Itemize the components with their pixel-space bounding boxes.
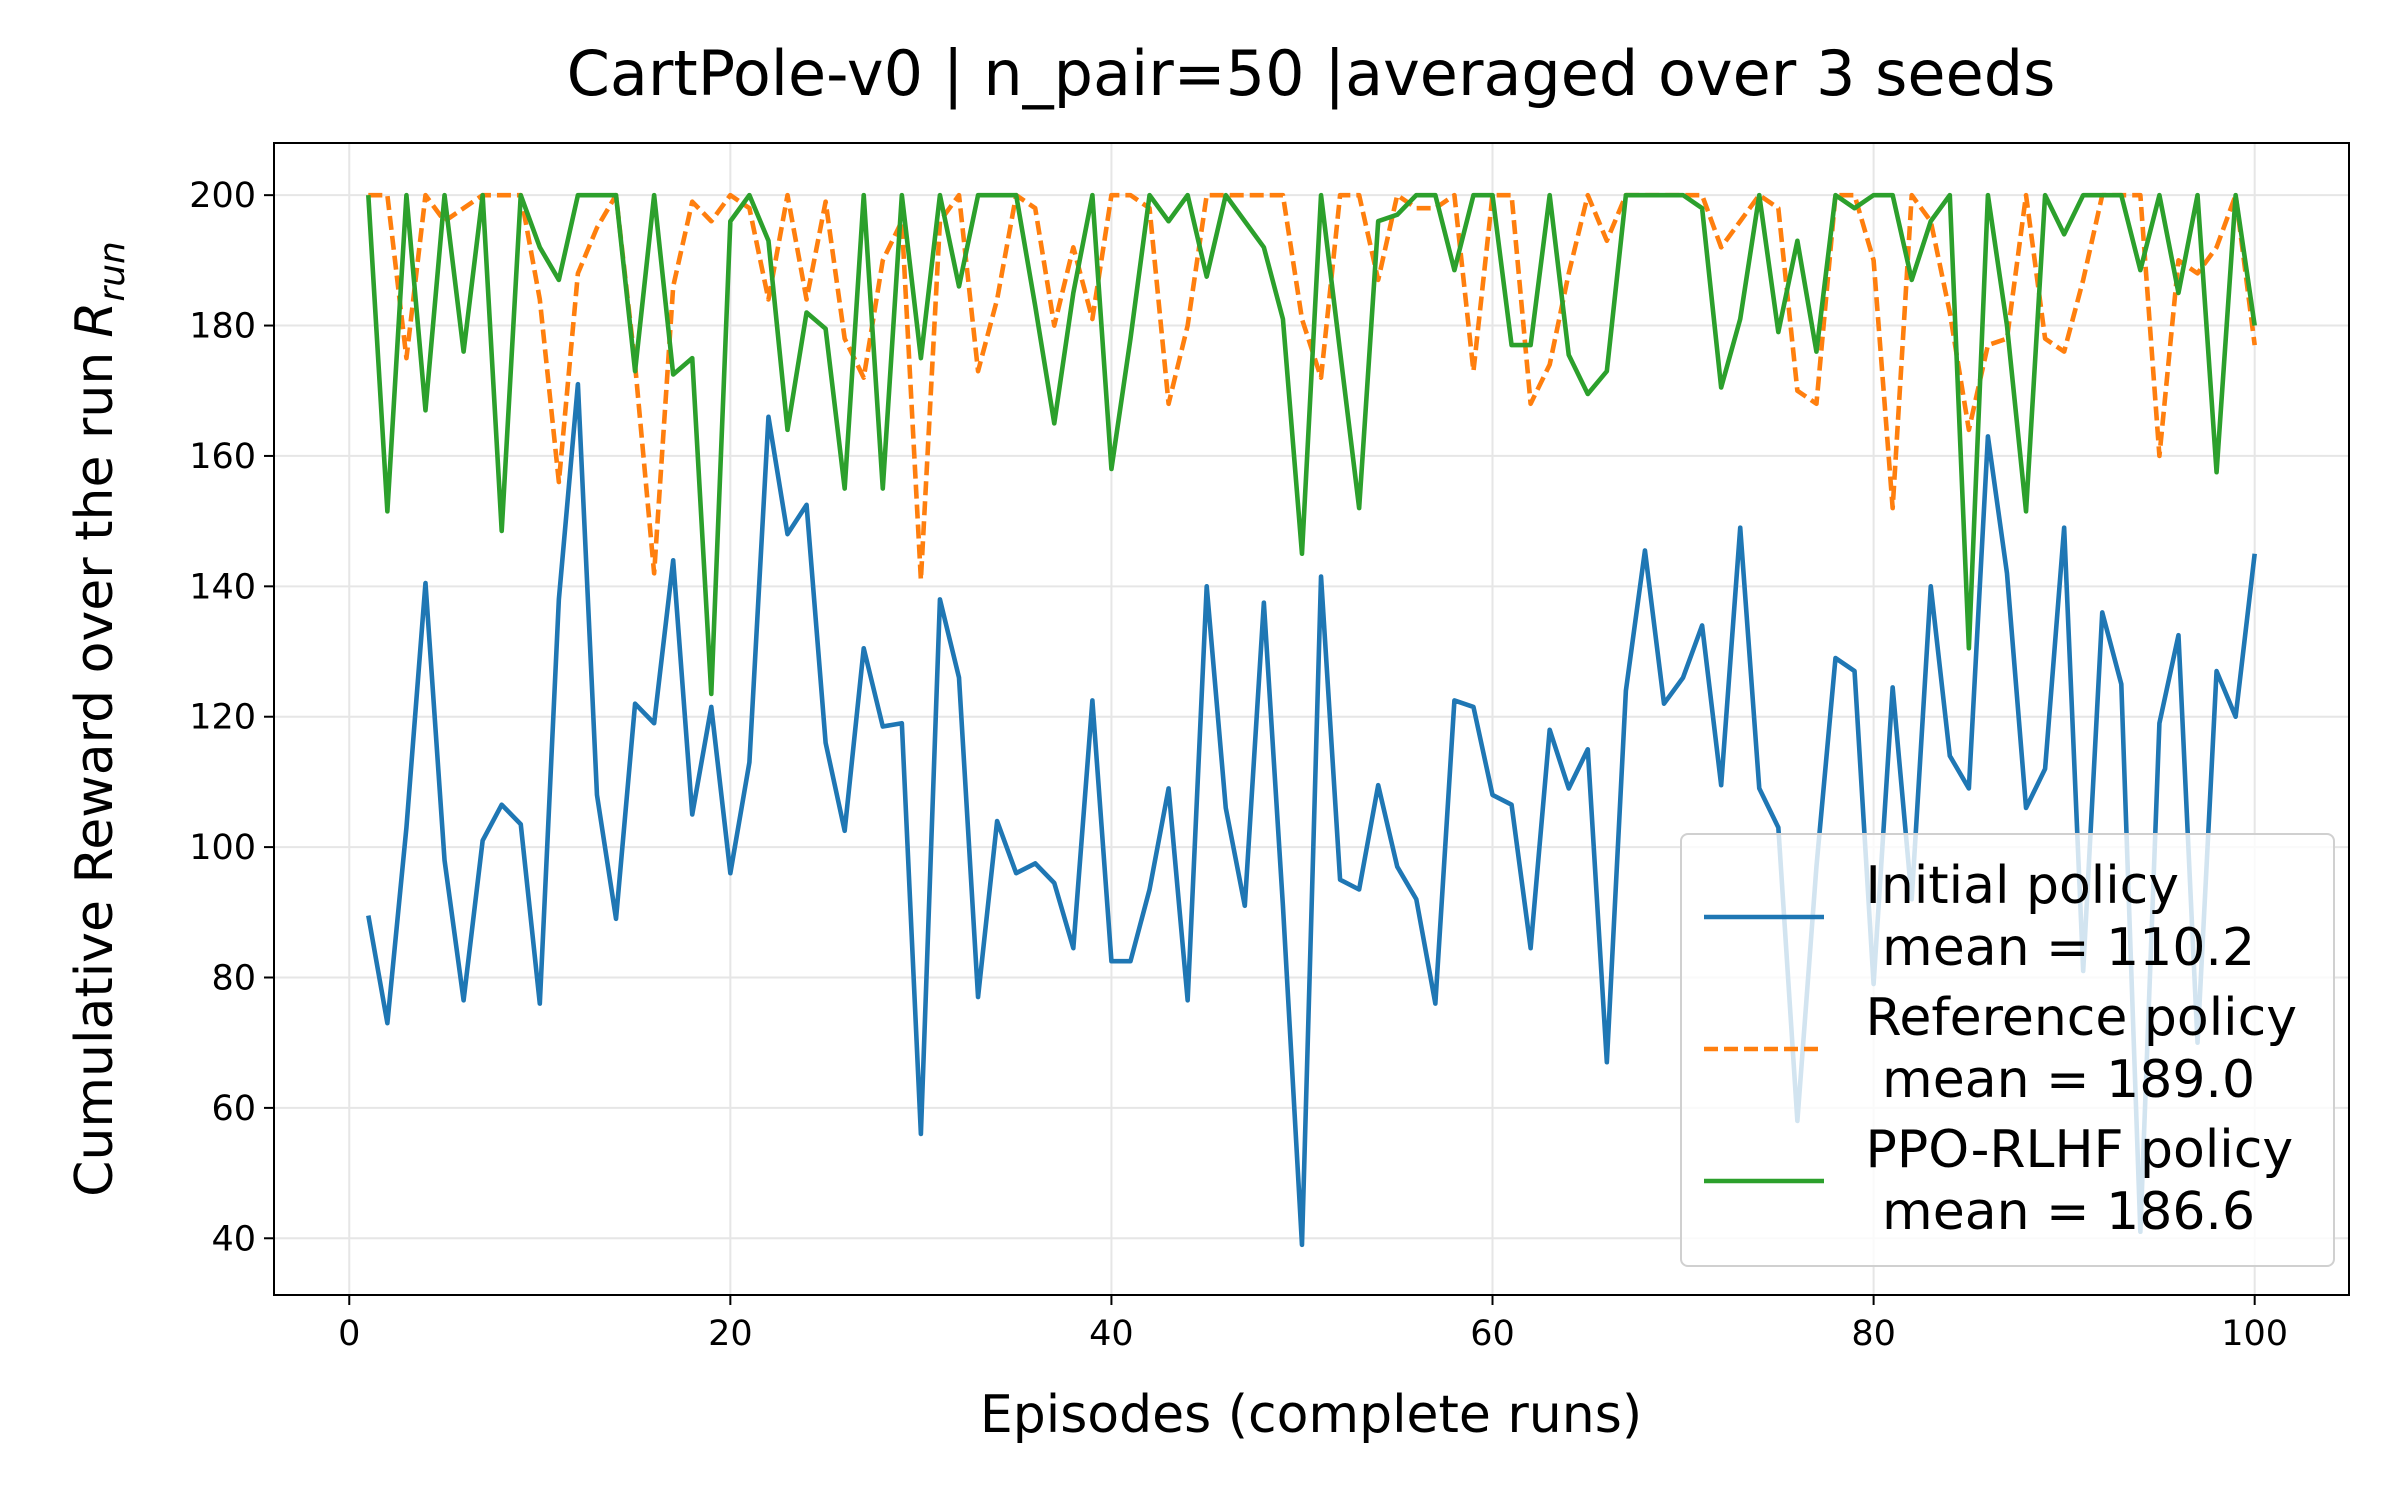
legend-entry: Initial policy mean = 110.2: [1702, 855, 2297, 979]
legend-swatch: [1703, 914, 1824, 920]
y-tick-label: 180: [189, 307, 256, 347]
x-tick-label: 100: [2221, 1314, 2288, 1354]
chart-title: CartPole-v0 | n_pair=50 |averaged over 3…: [567, 37, 2056, 111]
legend-label: Reference policy mean = 189.0: [1865, 988, 2297, 1110]
legend-label: Initial policy mean = 110.2: [1865, 856, 2256, 978]
x-tick-label: 40: [1089, 1314, 1134, 1354]
legend-swatch: [1703, 1046, 1824, 1052]
x-tick-label: 80: [1851, 1314, 1896, 1354]
y-tick-label: 140: [189, 567, 256, 607]
y-tick-label: 200: [189, 176, 256, 216]
x-tick-label: 0: [338, 1314, 360, 1354]
plot-area: 40 60 80 100 120 140 160 180 200 0 20 40 60 80 100: [189, 142, 2350, 1354]
y-tick-label: 80: [211, 958, 256, 998]
y-axis-label-symbol: R: [65, 302, 125, 338]
y-axis-label: Cumulative Reward over the run Rrun: [65, 241, 133, 1197]
legend-entry: Reference policy mean = 189.0: [1702, 987, 2297, 1111]
legend-label: PPO-RLHF policy mean = 186.6: [1865, 1120, 2294, 1242]
axes-frame: [273, 142, 2350, 1296]
x-tick-label: 20: [708, 1314, 753, 1354]
x-tick-label: 60: [1470, 1314, 1515, 1354]
y-tick-label: 120: [189, 698, 256, 738]
y-tick-label: 40: [211, 1219, 256, 1259]
x-axis-label: Episodes (complete runs): [980, 1385, 1642, 1445]
y-tick-label: 160: [189, 437, 256, 477]
data-line: [366, 192, 2257, 697]
legend: Initial policy mean = 110.2 Reference pol…: [1679, 833, 2335, 1267]
y-tick-label: 60: [211, 1089, 256, 1129]
legend-entry: PPO-RLHF policy mean = 186.6: [1702, 1119, 2297, 1243]
y-axis-label-subscript: run: [92, 241, 133, 301]
y-axis-label-text: Cumulative Reward over the run: [65, 352, 125, 1197]
legend-swatch: [1703, 1178, 1824, 1184]
y-tick-label: 100: [189, 828, 256, 868]
data-line: [366, 381, 2257, 1248]
